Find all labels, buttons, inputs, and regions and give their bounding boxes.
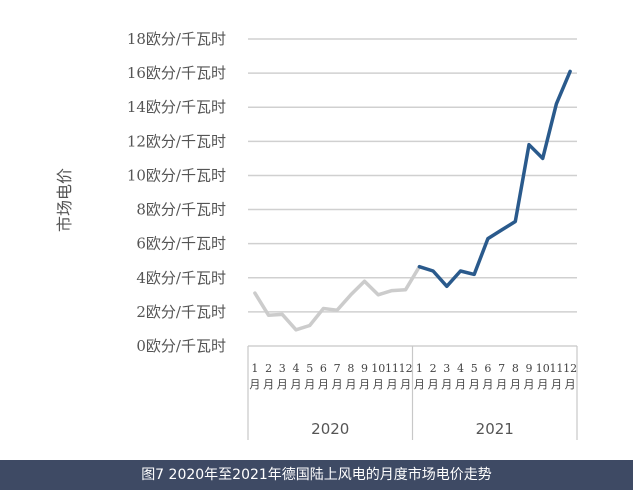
series-line	[417, 69, 572, 289]
x-axis-structure	[247, 346, 578, 440]
x-tick-label: 3月	[441, 362, 452, 391]
month-number: 5	[471, 362, 478, 375]
x-tick-label: 10 月	[371, 362, 385, 391]
month-suffix: 月	[318, 378, 329, 391]
x-tick-label: 4月	[290, 362, 301, 391]
month-number: 4	[457, 362, 464, 375]
chart: 0欧分/千瓦时 2欧分/千瓦时 4欧分/千瓦时 6欧分/千瓦时 8欧分/千瓦时 10欧分/…	[55, 30, 578, 440]
figure-caption: 图7 2020年至2021年德国陆上风电的月度市场电价走势	[0, 460, 633, 490]
y-tick-label: 6欧分/千瓦时	[136, 235, 226, 253]
x-tick-label: 8月	[510, 362, 521, 391]
x-tick-label: 5月	[304, 362, 315, 391]
x-tick-label: 9月	[359, 362, 370, 391]
month-suffix: 月	[496, 378, 507, 391]
month-suffix: 月	[290, 378, 301, 391]
y-tick-label: 8欧分/千瓦时	[136, 201, 226, 219]
month-number: 6	[320, 362, 327, 375]
month-suffix: 月	[510, 378, 521, 391]
y-tick-label: 16欧分/千瓦时	[127, 64, 226, 82]
month-number: 8	[512, 362, 519, 375]
month-number: 5	[306, 362, 313, 375]
x-tick-label: 10 月	[536, 362, 550, 391]
month-suffix: 月	[469, 378, 480, 391]
month-suffix: 月	[386, 378, 397, 391]
month-number: 11	[549, 362, 563, 375]
month-number: 6	[484, 362, 491, 375]
month-number: 12	[399, 362, 413, 375]
x-tick-label: 6月	[318, 362, 329, 391]
y-tick-label: 18欧分/千瓦时	[127, 30, 226, 48]
x-tick-label: 6月	[482, 362, 493, 391]
month-suffix: 月	[249, 378, 260, 391]
series-line	[253, 264, 422, 332]
x-tick-label: 12 月	[563, 362, 577, 391]
month-suffix: 月	[263, 378, 274, 391]
x-tick-label: 1月	[249, 362, 260, 391]
x-tick-labels: 1月2月3月4月5月6月7月8月9月10月11月12月1月2月3月4月5月6月7…	[249, 362, 577, 391]
month-suffix: 月	[304, 378, 315, 391]
month-suffix: 月	[441, 378, 452, 391]
month-number: 9	[526, 362, 533, 375]
month-suffix: 月	[400, 378, 411, 391]
month-suffix: 月	[332, 378, 343, 391]
month-suffix: 月	[455, 378, 466, 391]
month-number: 9	[361, 362, 368, 375]
month-suffix: 月	[551, 378, 562, 391]
month-suffix: 月	[428, 378, 439, 391]
x-tick-label: 3月	[277, 362, 288, 391]
year-labels: 2020 2021	[311, 420, 514, 438]
y-tick-label: 14欧分/千瓦时	[127, 98, 226, 116]
month-suffix: 月	[537, 378, 548, 391]
month-suffix: 月	[565, 378, 576, 391]
month-number: 2	[265, 362, 272, 375]
gridlines	[248, 38, 577, 347]
month-number: 10	[536, 362, 550, 375]
y-tick-label: 10欧分/千瓦时	[127, 166, 226, 184]
x-tick-label: 1月	[414, 362, 425, 391]
y-axis-label: 市场电价	[55, 168, 74, 232]
month-suffix: 月	[359, 378, 370, 391]
year-label: 2020	[311, 420, 349, 438]
month-suffix: 月	[345, 378, 356, 391]
x-tick-label: 4月	[455, 362, 466, 391]
month-suffix: 月	[373, 378, 384, 391]
month-number: 1	[251, 362, 258, 375]
month-number: 4	[292, 362, 299, 375]
series-lines	[253, 69, 572, 332]
month-number: 7	[334, 362, 341, 375]
month-suffix: 月	[524, 378, 535, 391]
y-tick-labels: 0欧分/千瓦时 2欧分/千瓦时 4欧分/千瓦时 6欧分/千瓦时 8欧分/千瓦时 10欧分/…	[127, 30, 226, 355]
y-tick-label: 0欧分/千瓦时	[136, 337, 226, 355]
y-tick-label: 2欧分/千瓦时	[136, 303, 226, 321]
x-tick-label: 2月	[428, 362, 439, 391]
y-tick-label: 12欧分/千瓦时	[127, 132, 226, 150]
month-number: 1	[416, 362, 423, 375]
month-suffix: 月	[277, 378, 288, 391]
x-tick-label: 8月	[345, 362, 356, 391]
x-tick-label: 11 月	[385, 362, 399, 391]
month-suffix: 月	[482, 378, 493, 391]
year-label: 2021	[476, 420, 514, 438]
x-tick-label: 7月	[496, 362, 507, 391]
month-suffix: 月	[414, 378, 425, 391]
x-tick-label: 9月	[524, 362, 535, 391]
month-number: 8	[347, 362, 354, 375]
y-tick-label: 4欧分/千瓦时	[136, 269, 226, 287]
month-number: 12	[563, 362, 577, 375]
month-number: 10	[371, 362, 385, 375]
x-tick-label: 5月	[469, 362, 480, 391]
month-number: 7	[498, 362, 505, 375]
x-tick-label: 12 月	[399, 362, 413, 391]
month-number: 3	[279, 362, 286, 375]
x-tick-label: 2月	[263, 362, 274, 391]
month-number: 2	[430, 362, 437, 375]
month-number: 3	[443, 362, 450, 375]
x-tick-label: 7月	[332, 362, 343, 391]
month-number: 11	[385, 362, 399, 375]
x-tick-label: 11 月	[549, 362, 563, 391]
